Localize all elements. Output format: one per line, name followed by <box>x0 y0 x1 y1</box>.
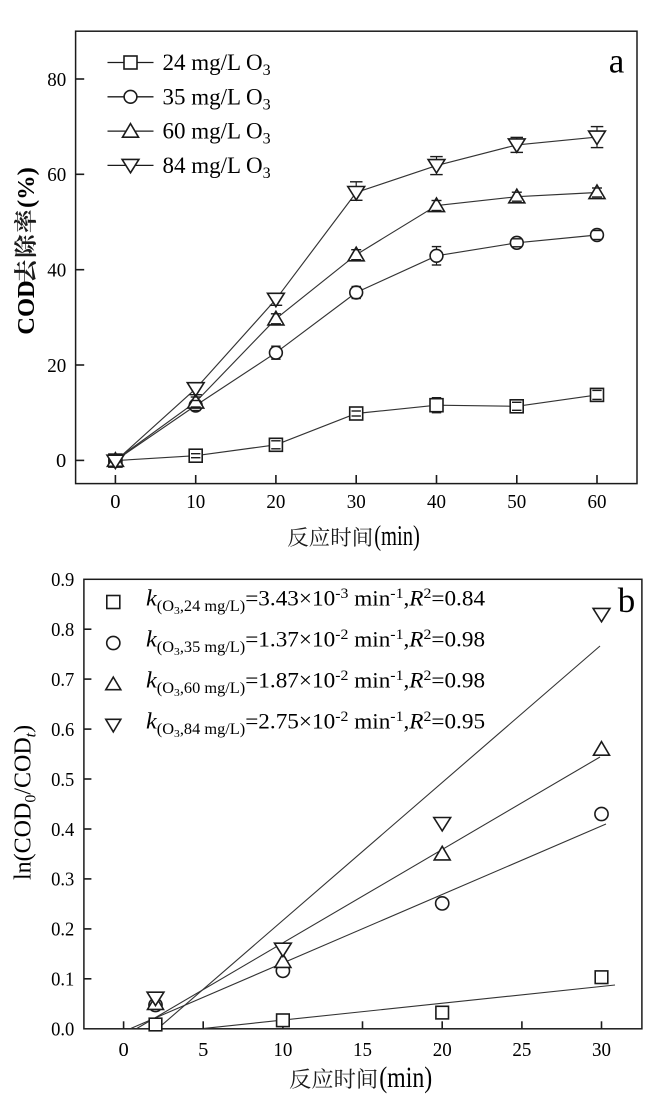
svg-text:84 mg/L O3: 84 mg/L O3 <box>163 153 271 182</box>
svg-text:10: 10 <box>186 491 205 513</box>
svg-text:30: 30 <box>347 491 366 513</box>
svg-text:0.2: 0.2 <box>51 919 74 941</box>
svg-text:(min): (min) <box>374 520 420 552</box>
svg-text:0.0: 0.0 <box>51 1019 74 1041</box>
svg-text:50: 50 <box>507 491 526 513</box>
svg-text:20: 20 <box>433 1039 452 1061</box>
svg-text:40: 40 <box>47 260 66 282</box>
svg-text:0.6: 0.6 <box>51 719 74 741</box>
svg-text:0: 0 <box>118 1039 128 1061</box>
svg-text:15: 15 <box>353 1039 372 1061</box>
svg-text:0.3: 0.3 <box>51 869 74 891</box>
svg-text:24 mg/L O3: 24 mg/L O3 <box>163 50 271 79</box>
svg-text:0.4: 0.4 <box>51 819 74 841</box>
svg-text:80: 80 <box>47 69 66 91</box>
svg-text:20: 20 <box>47 355 66 377</box>
svg-text:35 mg/L O3: 35 mg/L O3 <box>163 84 271 113</box>
svg-text:a: a <box>609 41 625 80</box>
svg-text:40: 40 <box>427 491 446 513</box>
svg-text:5: 5 <box>198 1039 208 1061</box>
svg-text:k(O3,60 mg/L)=1.87×10-2 min-1,: k(O3,60 mg/L)=1.87×10-2 min-1,R2=0.98 <box>146 667 485 699</box>
svg-text:(min): (min) <box>379 1061 432 1094</box>
svg-text:20: 20 <box>266 491 285 513</box>
svg-text:0.7: 0.7 <box>51 669 74 691</box>
svg-text:0.5: 0.5 <box>51 769 74 791</box>
svg-text:0.9: 0.9 <box>51 569 74 591</box>
svg-text:60 mg/L O3: 60 mg/L O3 <box>163 119 271 148</box>
svg-text:b: b <box>618 581 636 620</box>
svg-text:k(O3,24 mg/L)=3.43×10-3 min-1,: k(O3,24 mg/L)=3.43×10-3 min-1,R2=0.84 <box>146 585 485 617</box>
svg-text:0.1: 0.1 <box>51 969 74 991</box>
svg-text:60: 60 <box>47 164 66 186</box>
svg-text:k(O3,84 mg/L)=2.75×10-2 min-1,: k(O3,84 mg/L)=2.75×10-2 min-1,R2=0.95 <box>146 708 485 740</box>
svg-text:k(O3,35 mg/L)=1.37×10-2 min-1,: k(O3,35 mg/L)=1.37×10-2 min-1,R2=0.98 <box>146 626 485 658</box>
svg-text:0.8: 0.8 <box>51 619 74 641</box>
svg-text:25: 25 <box>512 1039 531 1061</box>
svg-text:60: 60 <box>588 491 607 513</box>
svg-text:0: 0 <box>56 450 66 472</box>
svg-text:10: 10 <box>273 1039 292 1061</box>
svg-text:30: 30 <box>592 1039 611 1061</box>
svg-text:0: 0 <box>110 491 120 513</box>
svg-text:(%): (%) <box>13 167 40 208</box>
svg-text:COD: COD <box>13 280 40 334</box>
